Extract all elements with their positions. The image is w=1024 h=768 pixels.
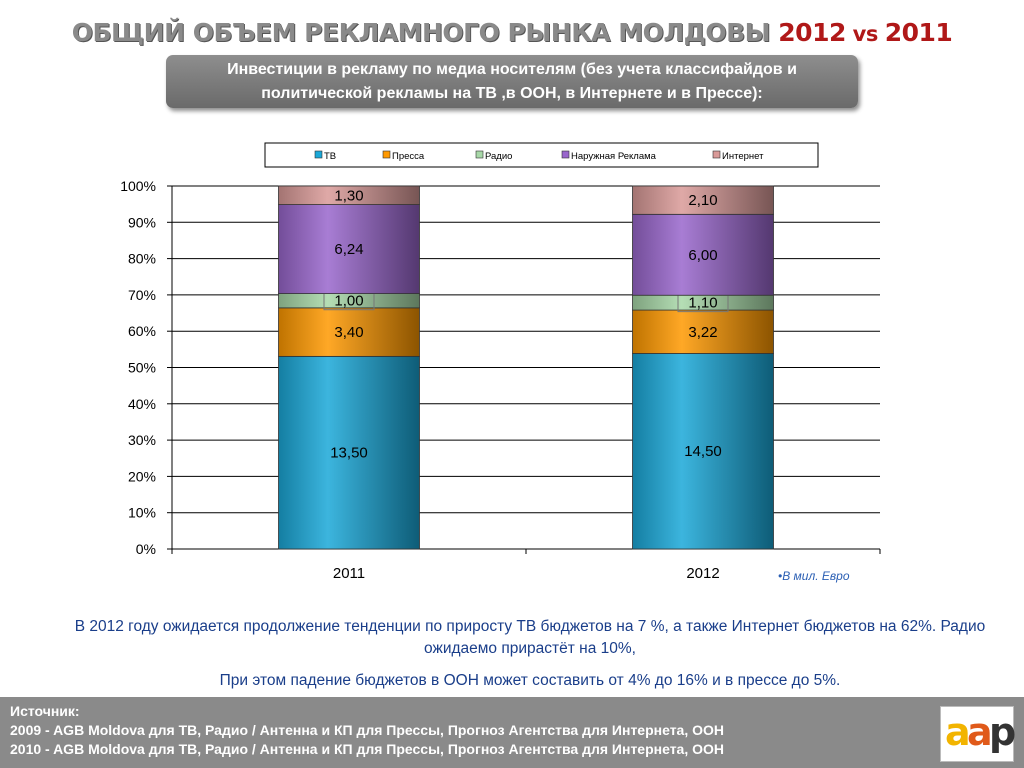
data-label: 6,24 <box>334 241 363 258</box>
data-label: 3,22 <box>688 324 717 341</box>
data-label: 1,00 <box>334 293 363 310</box>
unit-note: •В мил. Евро <box>778 569 850 583</box>
legend-box <box>264 142 819 168</box>
y-tick-label: 10% <box>128 505 156 521</box>
data-label: 1,10 <box>688 295 717 312</box>
y-tick-label: 60% <box>128 323 156 339</box>
legend-label: Интернет <box>722 151 764 162</box>
x-category-label: 2011 <box>333 565 365 582</box>
y-tick-label: 40% <box>128 396 156 412</box>
description-line-2: При этом падение бюджетов в ООН может со… <box>219 672 841 689</box>
data-label: 2,10 <box>688 192 717 209</box>
subtitle-box: Инвестиции в рекламу по медиа носителям … <box>166 55 858 108</box>
legend-swatch <box>314 150 323 159</box>
y-tick-label: 100% <box>120 178 156 194</box>
page-title: ОБЩИЙ ОБЪЕМ РЕКЛАМНОГО РЫНКА МОЛДОВЫ 201… <box>0 18 1024 47</box>
title-vs: vs <box>845 22 885 46</box>
y-tick-label: 50% <box>128 360 156 376</box>
legend-label: Радио <box>485 151 512 162</box>
description-line-1: В 2012 году ожидается продолжение тенден… <box>74 618 986 657</box>
legend-swatch <box>712 150 721 159</box>
y-tick-label: 0% <box>136 541 156 557</box>
bar-segment <box>632 353 774 550</box>
logo-letter-3: p <box>989 710 1017 754</box>
y-tick-label: 30% <box>128 432 156 448</box>
bar-segment <box>632 185 774 215</box>
subtitle-text: Инвестиции в рекламу по медиа носителям … <box>227 60 797 102</box>
data-label: 13,50 <box>330 445 368 462</box>
title-year-2011: 2011 <box>884 18 953 47</box>
legend-label: ТВ <box>324 151 336 162</box>
legend-swatch <box>561 150 570 159</box>
logo-letter-2: a <box>967 710 993 754</box>
legend-label: Пресса <box>392 151 425 162</box>
bar-segment <box>278 204 420 294</box>
y-tick-label: 20% <box>128 468 156 484</box>
bar-segment <box>278 307 420 357</box>
bar-segment <box>632 213 774 296</box>
title-year-2012: 2012 <box>778 18 846 47</box>
data-label: 6,00 <box>688 247 717 264</box>
y-tick-label: 90% <box>128 214 156 230</box>
y-tick-label: 80% <box>128 251 156 267</box>
logo-letter-1: a <box>945 710 971 754</box>
bar-segment <box>632 309 774 354</box>
data-label: 14,50 <box>684 443 722 460</box>
legend-swatch <box>475 150 484 159</box>
source-label: Источник: <box>10 703 80 719</box>
y-tick-label: 70% <box>128 287 156 303</box>
title-main: ОБЩИЙ ОБЪЕМ РЕКЛАМНОГО РЫНКА МОЛДОВЫ <box>71 18 779 47</box>
source-text: Источник: 2009 - AGB Moldova для ТВ, Рад… <box>10 702 724 759</box>
stacked-bar-chart: 0% 10% 20% 30% 40% 50% 60% 70% 80% 90% 100% 13,50 3,… <box>120 142 881 582</box>
legend-swatch <box>382 150 391 159</box>
bar-segment <box>278 355 420 550</box>
source-line-2009: 2009 - AGB Moldova для ТВ, Радио / Антен… <box>10 722 725 738</box>
footer-bar: Источник: 2009 - AGB Moldova для ТВ, Рад… <box>0 697 1024 768</box>
data-label: 3,40 <box>334 324 363 341</box>
legend-label: Наружная Реклама <box>571 151 657 162</box>
source-line-2010: 2010 - AGB Moldova для ТВ, Радио / Антен… <box>10 741 725 757</box>
aap-logo: a a p <box>940 706 1017 762</box>
data-label: 1,30 <box>334 187 363 204</box>
x-category-label: 2012 <box>686 565 719 582</box>
bar-segment <box>278 185 420 205</box>
